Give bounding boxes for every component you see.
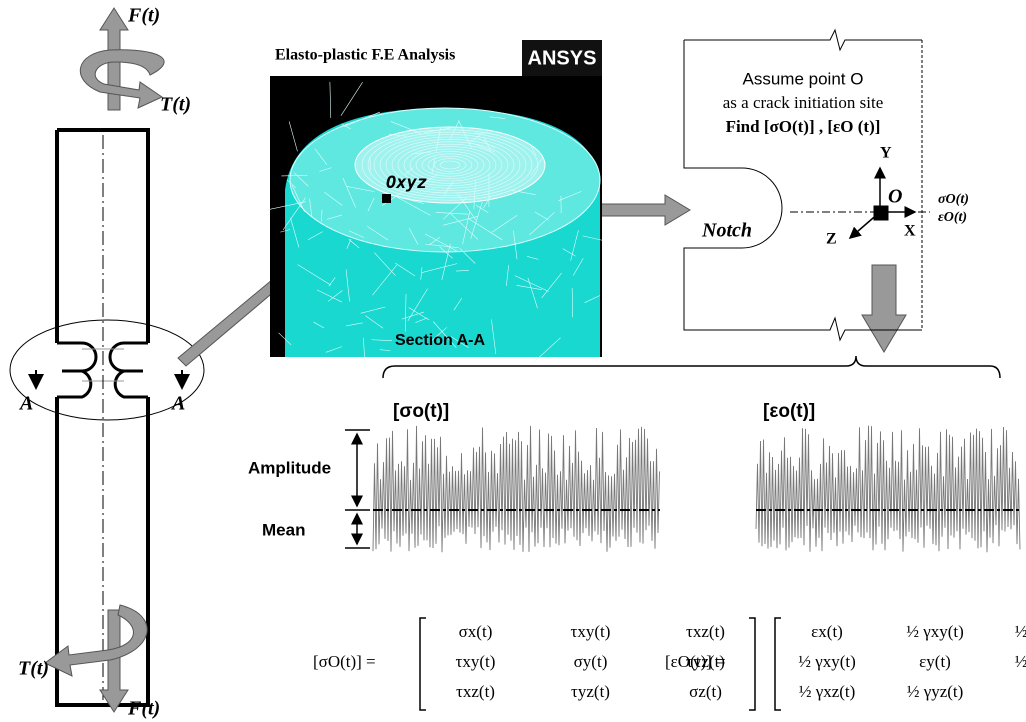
matrix-cell: τxz(t) [686, 622, 725, 641]
matrix-cell: τxz(t) [456, 682, 495, 701]
signal-label: [εo(t)] [763, 401, 815, 422]
matrix-cell: ½ γyz(t) [1015, 652, 1026, 671]
notch-label: Notch [701, 220, 752, 242]
matrix-cell: τxy(t) [571, 622, 611, 641]
section-caption: Section A-A [395, 332, 486, 349]
signals [373, 426, 1020, 553]
matrix-cell: τxy(t) [456, 652, 496, 671]
amplitude-arrows [345, 430, 370, 548]
section-label: A [170, 393, 185, 415]
mean-label: Mean [262, 520, 305, 539]
strain-label: εO(t) [938, 210, 967, 225]
force-label: F(t) [127, 698, 160, 720]
matrix-lhs: [εO(t)] = [665, 652, 726, 671]
note-line: as a crack initiation site [723, 93, 884, 112]
matrix-cell: ½ γxz(t) [1015, 622, 1026, 641]
stress-label: σO(t) [938, 192, 969, 207]
matrix-cell: εx(t) [811, 622, 843, 641]
point-label: Oxyz [386, 173, 427, 193]
matrix-cell: ½ γxy(t) [906, 622, 964, 641]
signal-label: [σo(t)] [393, 401, 449, 422]
amplitude-label: Amplitude [248, 458, 331, 477]
matrix-cell: ½ γyz(t) [907, 682, 964, 701]
note-line: Assume point O [743, 69, 864, 88]
axis-label: O [888, 186, 902, 208]
waveform [756, 426, 1020, 553]
fe-title: Elasto-plastic F.E Analysis [275, 47, 455, 64]
matrix-cell: σy(t) [574, 652, 608, 671]
matrices: [σO(t)] = σx(t) τxy(t) τxz(t) τxy(t) σy(t) τyz… [313, 618, 1026, 710]
matrix-cell: ½ γxz(t) [799, 682, 856, 701]
section-label: A [18, 393, 33, 415]
force-label: F(t) [127, 5, 160, 27]
matrix-cell: τyz(t) [571, 682, 610, 701]
fe-image [267, 76, 604, 370]
matrix-lhs: [σO(t)] = [313, 652, 376, 671]
diagram: F(t) T(t) A A T(t) F(t) Elasto-plastic F… [0, 0, 1026, 722]
axis-label: X [904, 223, 916, 240]
matrix-cell: εy(t) [919, 652, 951, 671]
torque-label: T(t) [18, 658, 49, 680]
waveform [373, 426, 660, 552]
logo: ANSYS [528, 47, 597, 69]
specimen [10, 130, 204, 705]
axis-label: Z [826, 231, 837, 248]
matrix-cell: ½ γxy(t) [798, 652, 856, 671]
axis-label: Y [880, 145, 892, 162]
brace [383, 356, 1000, 378]
torque-label: T(t) [160, 94, 191, 116]
matrix-cell: σx(t) [459, 622, 493, 641]
matrix-cell: σz(t) [689, 682, 722, 701]
note-line: Find [σO(t)] , [εO (t)] [726, 117, 881, 136]
